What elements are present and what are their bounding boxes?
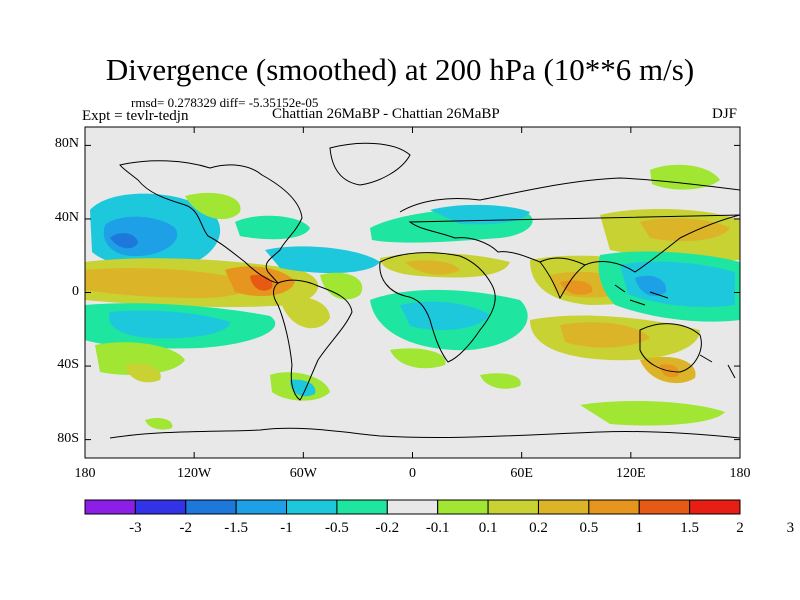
coastline-india <box>539 261 586 300</box>
coastline-africa <box>379 252 496 363</box>
field-blob <box>95 342 185 375</box>
coastline-islands <box>614 284 736 379</box>
field-blob <box>265 246 380 274</box>
coastline-north-america <box>119 160 303 284</box>
y-tick-label: 40N <box>54 209 79 225</box>
field-blob <box>145 417 173 430</box>
field-blob <box>640 218 730 242</box>
coastline-eurasia <box>399 177 740 273</box>
x-tick-label: 120W <box>177 466 212 481</box>
colorbar-swatch <box>537 499 590 515</box>
colorbar-swatch <box>386 499 439 515</box>
colorbar-swatch <box>336 499 388 515</box>
field-blob <box>390 348 446 369</box>
x-tick-label: 180 <box>74 466 96 481</box>
stats-text: rmsd= 0.278329 diff= -5.35152e-05 <box>131 95 319 110</box>
coastline-greenland <box>329 142 411 186</box>
field-blob <box>405 260 460 275</box>
field-blob <box>280 296 330 329</box>
x-tick-label: 60W <box>289 466 317 481</box>
coastline-south-america <box>273 279 353 401</box>
y-axis-ticks <box>85 144 740 441</box>
colorbar-swatch <box>84 499 136 515</box>
colorbar-label: -1 <box>280 520 293 536</box>
field-blob <box>400 301 490 331</box>
colorbar-swatch <box>588 499 640 515</box>
colorbar-swatch <box>235 499 288 515</box>
y-tick-label: 80N <box>54 136 79 152</box>
colorbar-swatch <box>689 499 741 515</box>
colorbar <box>84 499 741 515</box>
field-blob <box>109 310 230 339</box>
colorbar-label: -0.1 <box>425 520 450 536</box>
x-tick-label: 120E <box>616 466 646 481</box>
colorbar-label: -2 <box>179 520 193 536</box>
field-blob <box>290 379 316 397</box>
experiment-label: Expt = tevlr-tedjn <box>82 108 189 124</box>
colorbar-label: -0.5 <box>325 520 349 536</box>
colorbar-swatch <box>286 499 338 515</box>
case-label: Chattian 26MaBP - Chattian 26MaBP <box>272 106 500 122</box>
colorbar-swatch <box>185 499 237 515</box>
field-blob <box>235 215 310 240</box>
field-blob <box>85 268 248 298</box>
x-axis-ticks <box>84 127 741 458</box>
field-blob <box>580 400 725 426</box>
field-blob <box>635 275 667 296</box>
colorbar-swatch <box>437 499 489 515</box>
colorbar-label: 1.5 <box>680 520 699 536</box>
x-tick-label: 0 <box>409 466 416 481</box>
field-blob <box>185 192 241 220</box>
y-tick-label: 0 <box>72 283 79 299</box>
x-tick-label: 180 <box>729 466 751 481</box>
colorbar-swatch <box>638 499 691 515</box>
colorbar-label: -3 <box>129 520 142 536</box>
colorbar-label: 1 <box>635 520 643 536</box>
field-blob <box>620 261 735 307</box>
colorbar-swatch <box>134 499 187 515</box>
colorbar-label: -1.5 <box>224 520 249 536</box>
coastline-australia <box>639 323 702 373</box>
y-tick-label: 80S <box>57 430 79 446</box>
field-blob <box>560 322 650 348</box>
season-label: DJF <box>712 106 738 122</box>
coastlines <box>109 142 740 439</box>
colorbar-label: 0.2 <box>529 520 548 536</box>
field-blob <box>320 272 363 300</box>
colorbar-label: 0.1 <box>478 520 498 536</box>
coastline-antarctica <box>109 427 740 439</box>
x-tick-label: 60E <box>510 466 533 481</box>
colorbar-label: 2 <box>736 520 744 536</box>
divergence-field <box>85 164 740 430</box>
colorbar-label: -0.2 <box>375 520 400 536</box>
field-blob <box>125 363 161 383</box>
field-blob <box>480 373 521 389</box>
field-blob <box>650 164 720 190</box>
field-blob <box>110 233 138 249</box>
y-tick-label: 40S <box>57 357 79 373</box>
colorbar-label: 3 <box>786 520 795 536</box>
plot-title: Divergence (smoothed) at 200 hPa (10**6 … <box>105 52 695 87</box>
colorbar-swatch <box>487 499 539 515</box>
colorbar-label: 0.5 <box>579 520 599 536</box>
